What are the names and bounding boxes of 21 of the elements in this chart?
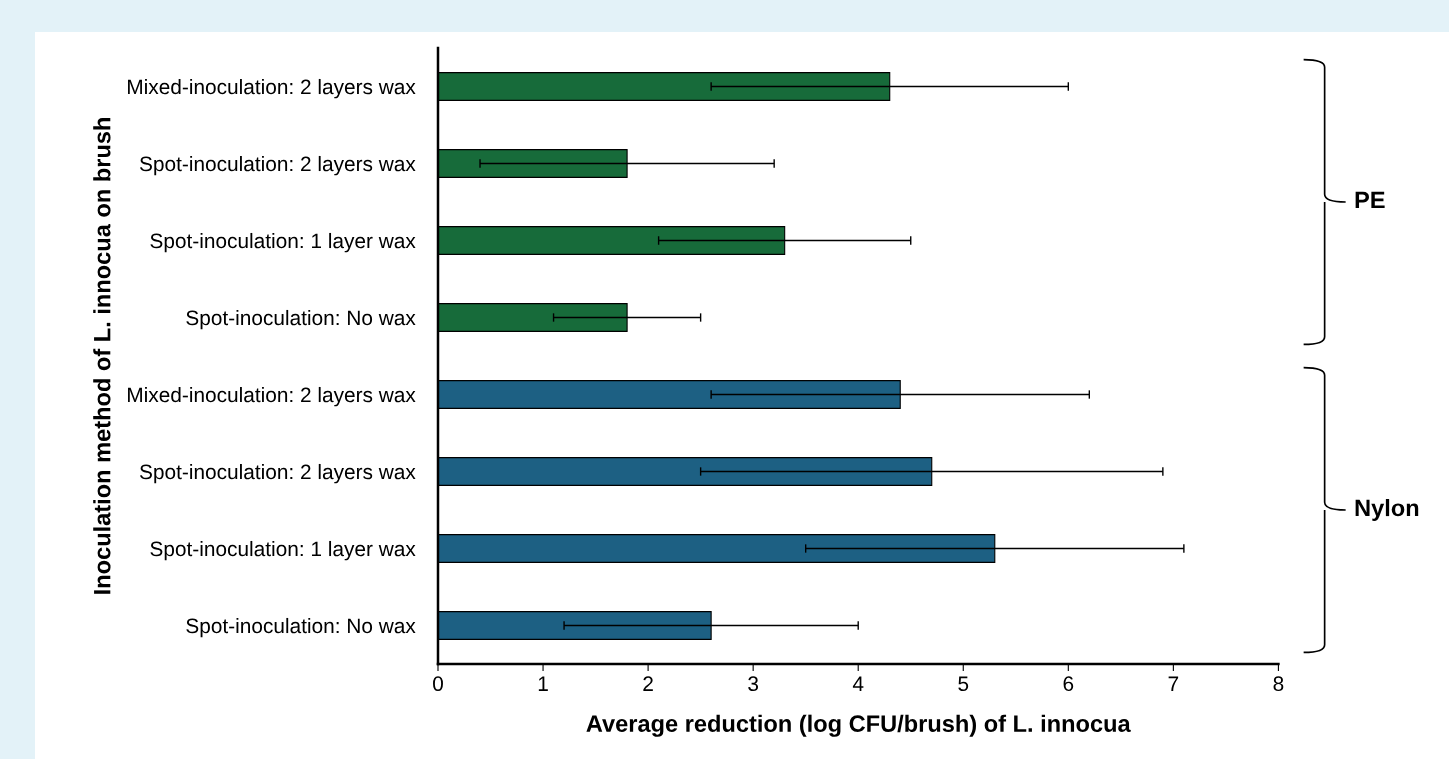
y-tick-label: Spot-inoculation: No wax (186, 309, 416, 330)
text: PE (1355, 191, 1385, 209)
x-axis-title: Average reduction (log CFU/brush) of L. innocua (586, 714, 1131, 737)
y-tick-label: Spot-inoculation: 1 layer wax (150, 540, 416, 561)
y-tick-label: Spot-inoculation: 2 layers wax (139, 463, 416, 484)
y-tick-label: Mixed-inoculation: 2 layers wax (128, 78, 416, 99)
x-tick-label: 5 (958, 676, 969, 692)
y-tick-label: Mixed-inoculation: 2 layers wax (128, 386, 416, 407)
y-tick-label: Spot-inoculation: 1 layer wax (150, 232, 416, 253)
y-tick-label: Spot-inoculation: 2 layers wax (139, 155, 416, 176)
x-tick-label: 1 (538, 676, 548, 691)
x-tick-label: 3 (748, 676, 759, 692)
y-axis-title: Inoculation method of L. innocua on brush (93, 118, 111, 594)
x-tick-label: 4 (852, 676, 864, 691)
x-tick-label: 0 (433, 676, 443, 692)
x-tick-label: 6 (1063, 676, 1074, 692)
y-tick-label: Spot-inoculation: No wax (186, 617, 416, 638)
x-tick-label: 8 (1273, 676, 1284, 692)
x-tick-label: 2 (643, 676, 653, 691)
text: Nylon (1355, 498, 1419, 522)
x-tick-label: 7 (1168, 676, 1179, 691)
